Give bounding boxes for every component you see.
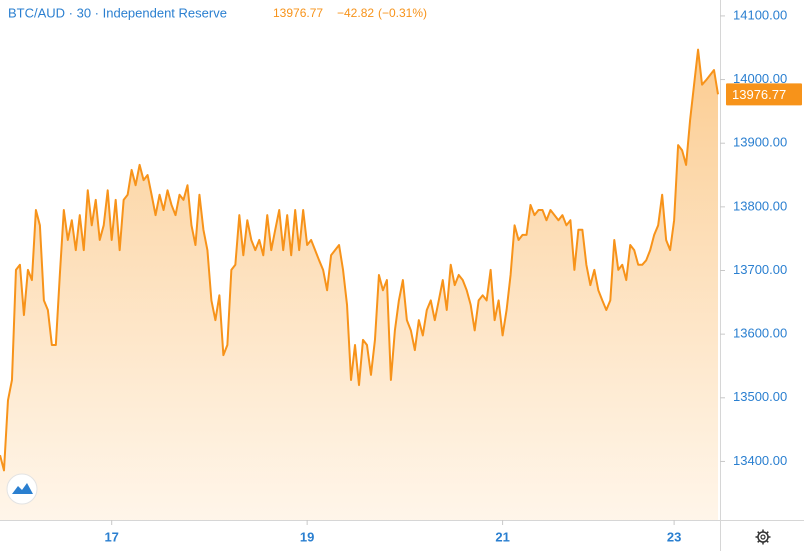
y-tick-label: 13700.00: [733, 262, 787, 277]
logo[interactable]: [6, 473, 38, 505]
price-line: [0, 48, 719, 472]
y-tick-label: 14000.00: [733, 71, 787, 86]
y-tick-label: 13400.00: [733, 453, 787, 468]
x-tick-label: 23: [667, 529, 681, 544]
y-tick-label: 13900.00: [733, 135, 787, 150]
x-tick-label: 21: [495, 529, 509, 544]
y-tick-label: 13800.00: [733, 198, 787, 213]
x-tick-label: 19: [300, 529, 314, 544]
header-change: −42.82: [337, 6, 374, 20]
header-change-pct: (−0.31%): [378, 6, 427, 20]
chart-title: BTC/AUD · 30 · Independent Reserve: [8, 5, 227, 20]
x-tick-label: 17: [104, 529, 118, 544]
last-price-tag: [726, 83, 802, 106]
plot-area: [0, 48, 719, 521]
y-tick-label: 14100.00: [733, 7, 787, 22]
last-price-label: 13976.77: [732, 87, 786, 102]
settings-icon[interactable]: [755, 529, 771, 545]
y-tick-label: 13600.00: [733, 326, 787, 341]
axes: 13400.00 13500.00 13600.00 13700.00 13800.00…: [104, 7, 802, 544]
y-tick-label: 13500.00: [733, 389, 787, 404]
area-fill: [0, 49, 718, 521]
header-price: 13976.77: [273, 6, 323, 20]
